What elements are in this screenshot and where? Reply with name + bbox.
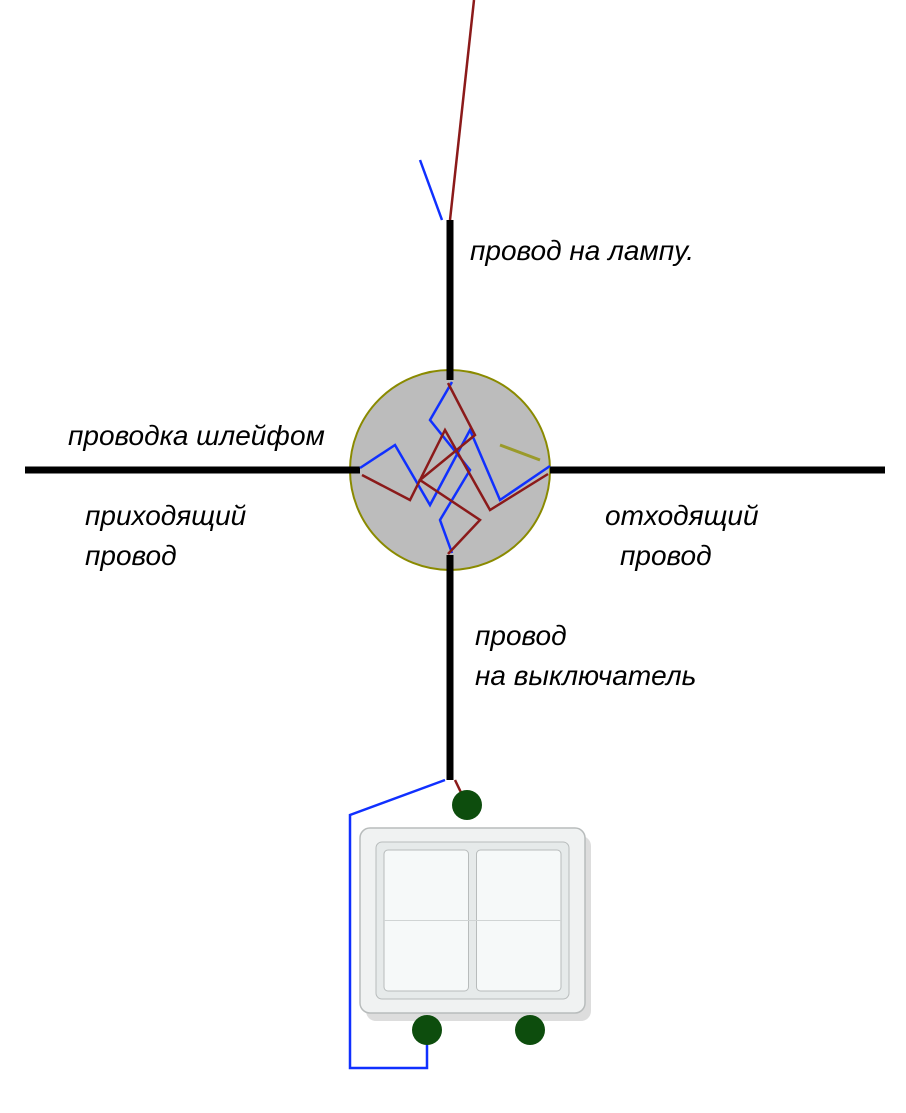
terminal-dot-br bbox=[515, 1015, 545, 1045]
wire-top-red bbox=[450, 0, 474, 220]
wire-top-blue bbox=[420, 160, 442, 220]
label-outgoing-2: провод bbox=[620, 540, 712, 572]
label-incoming-1: приходящий bbox=[85, 500, 246, 532]
terminal-dot-bl bbox=[412, 1015, 442, 1045]
terminal-dot-top bbox=[452, 790, 482, 820]
label-switch-2: на выключатель bbox=[475, 660, 696, 692]
label-loop-wiring: проводка шлейфом bbox=[68, 420, 325, 452]
label-incoming-2: провод bbox=[85, 540, 177, 572]
label-switch-1: провод bbox=[475, 620, 567, 652]
label-lamp-wire: провод на лампу. bbox=[470, 235, 694, 267]
wall-switch bbox=[360, 828, 591, 1021]
label-outgoing-1: отходящий bbox=[605, 500, 759, 532]
